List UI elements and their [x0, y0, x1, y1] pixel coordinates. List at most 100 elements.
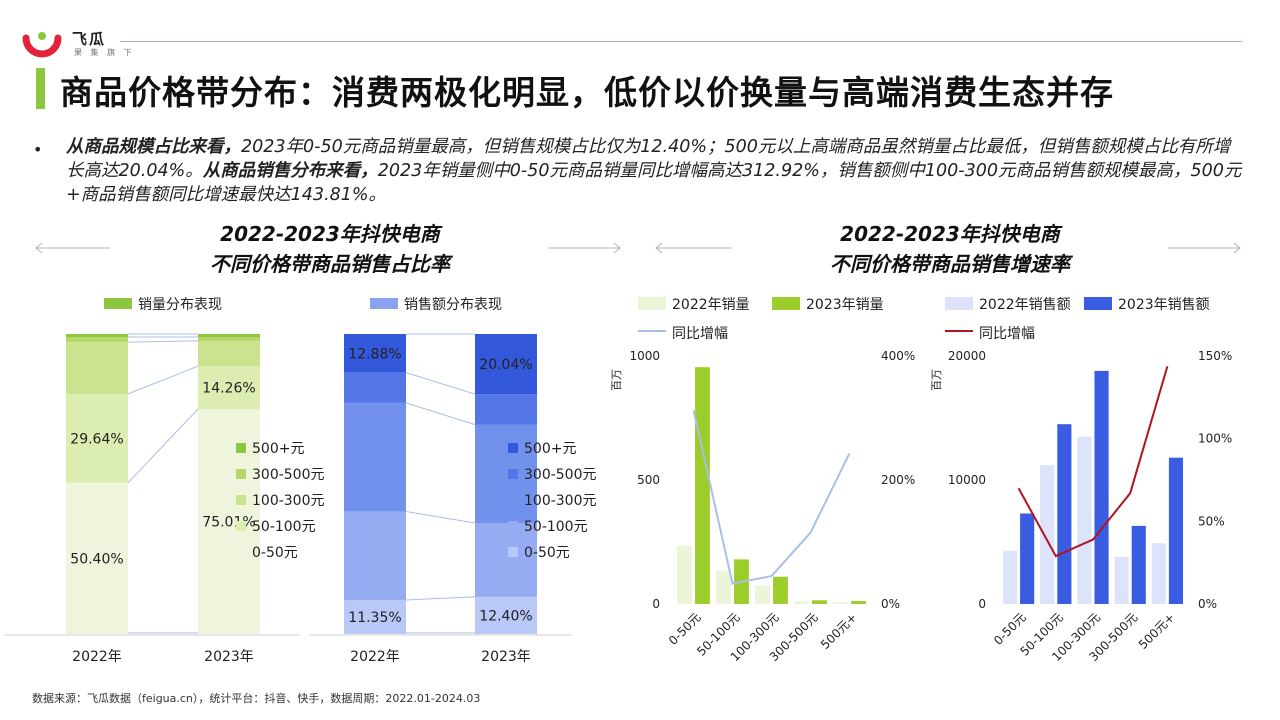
stack-seg-1-1-1 — [475, 523, 537, 597]
y2-tick-label: 100% — [1198, 432, 1232, 446]
x-tick-label: 500元+ — [1136, 610, 1178, 652]
x-tick-label: 2022年 — [72, 649, 122, 665]
bar-2022-0 — [677, 545, 692, 604]
legend-label: 同比增幅 — [979, 326, 1035, 342]
stack-seg-0-0-0 — [66, 482, 128, 634]
x-tick-label: 2022年 — [350, 649, 400, 665]
stack-seg-1-0-2 — [344, 402, 406, 512]
bar-2023-3 — [812, 600, 827, 604]
stack-seg-0-0-4 — [66, 334, 128, 337]
growth-line-2 — [692, 409, 851, 585]
legend-label: 2022年销量 — [672, 297, 750, 313]
y2-tick-label: 400% — [881, 349, 915, 363]
bar-2023-1 — [1057, 424, 1072, 604]
data-label: 50.40% — [70, 551, 123, 567]
x-tick-label: 0-50元 — [666, 610, 704, 648]
legend-label-stack-0: 销量分布表现 — [138, 297, 222, 313]
stack-connector — [405, 596, 476, 601]
right-chart-title-line2: 不同价格带商品销售增速率 — [830, 252, 1070, 276]
bar-2023-4 — [851, 601, 866, 604]
stack-connector — [405, 372, 476, 395]
y2-tick-label: 50% — [1198, 514, 1225, 528]
stack-seg-0-0-3 — [66, 337, 128, 343]
summary-bold-2: 从商品销售分布来看， — [202, 161, 378, 181]
y-tick-label: 500 — [637, 473, 660, 487]
legend-label: 300-500元 — [524, 467, 597, 483]
legend-swatch — [772, 297, 800, 310]
x-tick-label: 2023年 — [481, 649, 531, 665]
right-chart-title-line1: 2022-2023年抖快电商 — [840, 222, 1060, 246]
y2-tick-label: 200% — [881, 473, 915, 487]
summary-text-1: 2023年0-50元商品销量最高，但销售规模占比仅为12.40%；500元以上高… — [66, 137, 1231, 181]
stack-seg-0-1-2 — [198, 340, 260, 367]
brand-name: 飞瓜 — [72, 30, 107, 48]
stack-seg-0-1-0 — [198, 408, 260, 634]
y-axis-unit: 百万 — [610, 369, 623, 391]
legend-swatch — [1084, 297, 1112, 310]
right-chart-title: 2022-2023年抖快电商 不同价格带商品销售增速率 — [760, 219, 1140, 279]
data-label: 75.01% — [202, 514, 255, 530]
stack-connector — [127, 408, 199, 484]
y2-tick-label: 0% — [881, 597, 900, 611]
bar-2022-2 — [1077, 436, 1092, 604]
stack-seg-0-1-3 — [198, 337, 260, 341]
data-label: 29.64% — [70, 431, 123, 447]
bar-2023-2 — [773, 576, 788, 604]
header-divider — [120, 41, 1242, 42]
growth-line-3 — [1017, 365, 1169, 558]
legend-label: 50-100元 — [252, 519, 316, 535]
legend-swatch — [236, 469, 246, 479]
summary-text-2: 2023年销量侧中0-50元商品销量同比增幅高达312.92%，销售额侧中100… — [66, 161, 1242, 205]
legend-label: 500+元 — [524, 441, 576, 457]
legend-label: 300-500元 — [252, 467, 325, 483]
bar-2022-2 — [755, 585, 770, 604]
stack-seg-1-1-4 — [475, 334, 537, 395]
bar-2023-0 — [695, 367, 710, 604]
y-tick-label: 0 — [978, 597, 986, 611]
legend-swatch — [945, 297, 973, 310]
legend-label: 2023年销售额 — [1118, 297, 1210, 313]
y-tick-label: 1000 — [629, 349, 660, 363]
legend-swatch-stack-1 — [370, 298, 398, 309]
stack-connector — [405, 510, 476, 524]
legend-swatch — [508, 443, 518, 453]
bar-2022-4 — [1151, 543, 1166, 604]
bullet-dot: • — [33, 140, 43, 159]
stack-connector — [127, 365, 199, 395]
stack-seg-1-0-3 — [344, 372, 406, 403]
stack-connector — [127, 340, 199, 343]
legend-label: 500+元 — [252, 441, 304, 457]
stack-seg-0-0-1 — [66, 393, 128, 483]
legend-label: 0-50元 — [252, 545, 298, 561]
x-tick-label: 500元+ — [818, 610, 860, 652]
y-tick-label: 0 — [652, 597, 660, 611]
left-chart-title-line2: 不同价格带商品销售占比率 — [210, 252, 450, 276]
legend-swatch — [236, 521, 246, 531]
bar-2022-1 — [1040, 465, 1055, 604]
summary-bold-1: 从商品规模占比来看， — [66, 137, 241, 157]
stack-seg-0-1-1 — [198, 366, 260, 409]
bar-2023-0 — [1020, 513, 1035, 604]
legend-swatch — [236, 495, 246, 505]
legend-label: 同比增幅 — [672, 326, 728, 342]
legend-swatch — [236, 547, 246, 557]
left-chart-title: 2022-2023年抖快电商 不同价格带商品销售占比率 — [140, 219, 520, 279]
legend-swatch — [236, 443, 246, 453]
data-label: 20.04% — [479, 357, 532, 373]
legend-label: 0-50元 — [524, 545, 570, 561]
legend-label-stack-1: 销售额分布表现 — [404, 297, 502, 313]
page-title: 商品价格带分布：消费两极化明显，低价以价换量与高端消费生态并存 — [60, 73, 1114, 112]
y-axis-unit: 百万 — [930, 369, 943, 391]
y2-tick-label: 0% — [1198, 597, 1217, 611]
bar-2023-3 — [1131, 525, 1146, 604]
legend-swatch — [508, 495, 518, 505]
legend-swatch — [508, 547, 518, 557]
legend-label: 100-300元 — [524, 493, 597, 509]
bar-2022-4 — [833, 602, 848, 604]
stack-seg-1-1-3 — [475, 394, 537, 425]
stack-connector — [405, 402, 476, 426]
stack-seg-0-0-2 — [66, 342, 128, 394]
legend-swatch — [508, 469, 518, 479]
y-tick-label: 20000 — [948, 349, 986, 363]
